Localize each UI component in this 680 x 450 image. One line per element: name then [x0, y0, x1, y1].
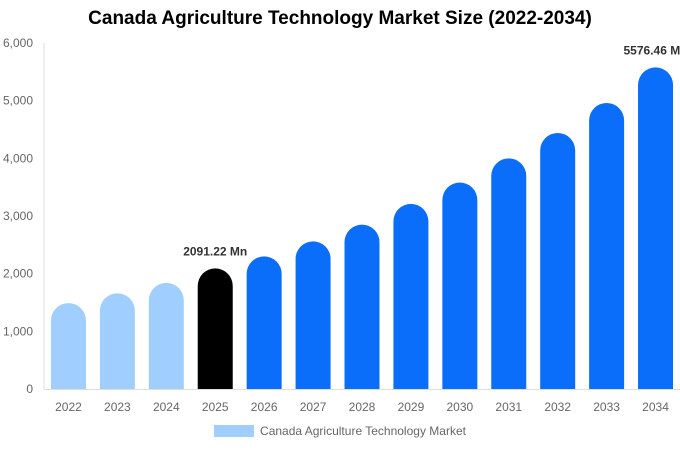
chart-title: Canada Agriculture Technology Market Siz… [88, 8, 592, 29]
x-tick-label: 2030 [446, 400, 473, 414]
x-tick-label: 2025 [202, 400, 229, 414]
bar-2029 [393, 203, 429, 389]
bar-2030 [442, 182, 478, 389]
x-tick-label: 2028 [349, 400, 376, 414]
x-tick-label: 2022 [55, 400, 82, 414]
x-tick-label: 2024 [153, 400, 180, 414]
x-tick-label: 2032 [544, 400, 571, 414]
bar-2031 [491, 158, 527, 389]
bar-2026 [246, 256, 282, 389]
bar-2023 [99, 293, 135, 389]
y-axis: 0 1,000 2,000 3,000 4,000 5,000 6,000 [3, 36, 45, 396]
x-tick-label: 2033 [593, 400, 620, 414]
x-axis: 2022 2023 2024 2025 2026 2027 2028 2029 2030 2031… [44, 389, 680, 414]
bar-2027 [295, 241, 331, 389]
y-tick-label: 4,000 [3, 151, 33, 165]
bar-2028 [344, 224, 380, 389]
y-tick-label: 2,000 [3, 267, 33, 281]
data-label-2034: 5576.46 Mn [624, 43, 680, 57]
bar-2034 [638, 67, 674, 390]
y-tick-label: 6,000 [3, 36, 33, 50]
legend: Canada Agriculture Technology Market [0, 424, 680, 438]
x-tick-label: 2027 [300, 400, 327, 414]
y-tick-label: 5,000 [3, 94, 33, 108]
y-tick-label: 3,000 [3, 209, 33, 223]
legend-swatch [214, 424, 255, 437]
bar-2025 [197, 268, 233, 389]
bar-2032 [540, 132, 576, 389]
bar-2022 [50, 303, 86, 389]
bar-2024 [148, 282, 184, 389]
x-tick-label: 2029 [398, 400, 425, 414]
data-labels: 2091.22 Mn 5576.46 Mn [183, 43, 680, 258]
x-tick-label: 2031 [495, 400, 522, 414]
x-tick-label: 2034 [642, 400, 669, 414]
bar-2033 [589, 102, 625, 390]
x-tick-label: 2023 [104, 400, 131, 414]
y-tick-label: 0 [26, 382, 33, 396]
y-tick-label: 1,000 [3, 324, 33, 338]
data-label-2025: 2091.22 Mn [183, 244, 247, 258]
x-tick-label: 2026 [251, 400, 278, 414]
legend-label: Canada Agriculture Technology Market [260, 424, 466, 438]
bars [50, 67, 674, 390]
